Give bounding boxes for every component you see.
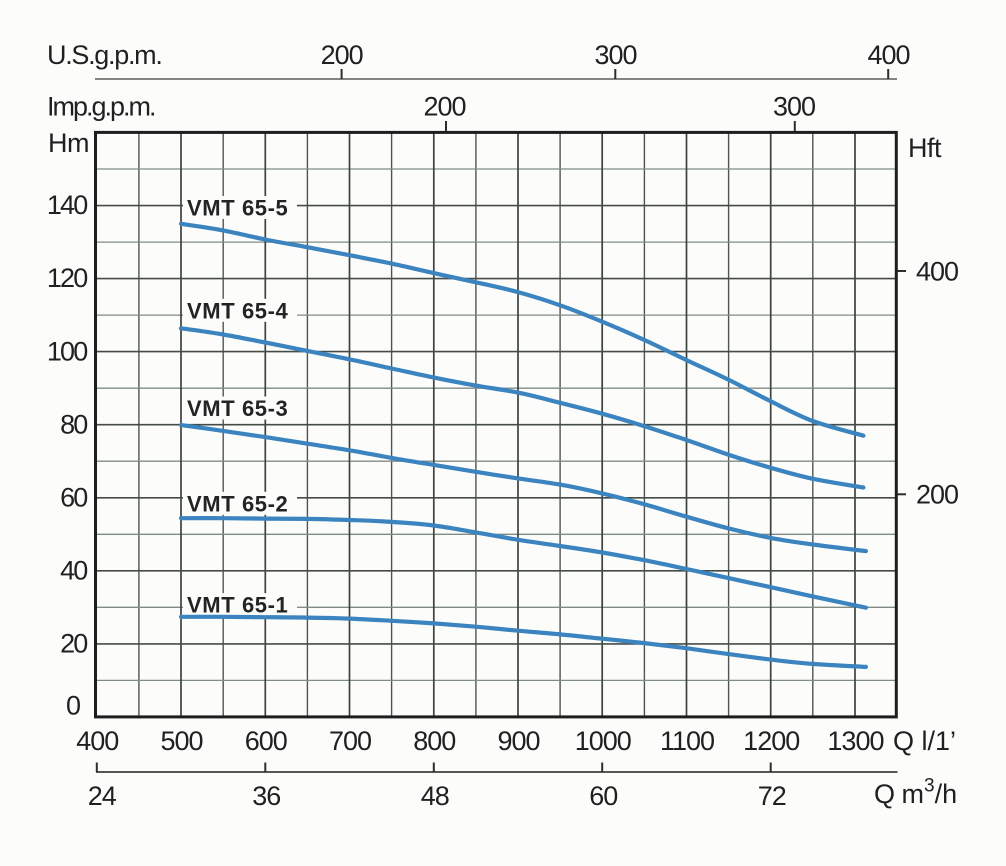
svg-text:48: 48: [421, 781, 449, 811]
svg-text:1000: 1000: [575, 726, 631, 756]
svg-text:U.S.g.p.m.: U.S.g.p.m.: [47, 40, 162, 70]
svg-text:72: 72: [758, 781, 786, 811]
svg-text:400: 400: [76, 726, 118, 756]
svg-text:900: 900: [497, 726, 539, 756]
svg-text:Hm: Hm: [48, 128, 89, 158]
svg-text:120: 120: [47, 263, 87, 293]
svg-text:36: 36: [252, 781, 280, 811]
svg-text:140: 140: [47, 190, 87, 220]
svg-text:VMT 65-1: VMT 65-1: [187, 593, 288, 618]
svg-text:0: 0: [66, 691, 80, 721]
svg-text:200: 200: [916, 480, 958, 510]
svg-text:500: 500: [161, 726, 203, 756]
svg-text:l/1’: l/1’: [922, 726, 957, 756]
svg-text:VMT 65-3: VMT 65-3: [187, 396, 288, 421]
svg-text:60: 60: [589, 781, 617, 811]
svg-text:VMT 65-4: VMT 65-4: [187, 298, 289, 323]
svg-text:Q: Q: [893, 726, 914, 756]
svg-text:300: 300: [594, 40, 636, 70]
svg-text:200: 200: [321, 40, 363, 70]
svg-text:20: 20: [60, 628, 87, 658]
svg-text:24: 24: [88, 781, 117, 811]
svg-text:Hft: Hft: [908, 133, 942, 163]
svg-text:1200: 1200: [743, 726, 799, 756]
svg-text:1300: 1300: [827, 726, 883, 756]
svg-text:80: 80: [60, 409, 87, 439]
svg-text:300: 300: [773, 92, 815, 122]
svg-text:VMT 65-2: VMT 65-2: [187, 491, 288, 516]
svg-text:Q: Q: [874, 779, 895, 809]
svg-text:1100: 1100: [660, 726, 714, 756]
svg-text:40: 40: [60, 555, 87, 585]
svg-text:400: 400: [916, 257, 958, 287]
svg-text:400: 400: [867, 40, 909, 70]
svg-text:60: 60: [60, 482, 87, 512]
svg-text:VMT 65-5: VMT 65-5: [187, 196, 288, 221]
svg-text:600: 600: [245, 726, 287, 756]
svg-text:m3/h: m3/h: [902, 776, 958, 810]
svg-text:100: 100: [47, 336, 87, 366]
svg-text:200: 200: [423, 92, 465, 122]
svg-text:Imp.g.p.m.: Imp.g.p.m.: [47, 92, 155, 122]
svg-text:700: 700: [329, 726, 371, 756]
svg-text:800: 800: [413, 726, 455, 756]
